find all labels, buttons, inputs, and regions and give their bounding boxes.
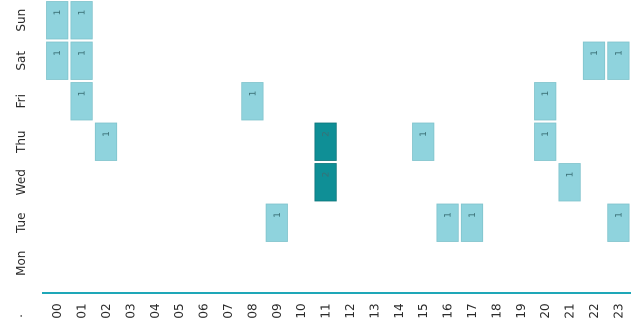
- x-tick-label: 02: [99, 303, 113, 318]
- x-tick-label: 03: [123, 303, 137, 318]
- cell-value-label: 1: [102, 131, 112, 137]
- x-tick-label: 07: [221, 303, 235, 318]
- y-tick-label: Fri: [14, 94, 28, 108]
- heatmap-cell: [314, 122, 337, 161]
- heatmap-cell: [94, 122, 118, 161]
- y-tick-label: Thu: [14, 130, 28, 154]
- x-tick-label: 22: [587, 303, 601, 318]
- cell-value-label: 1: [468, 212, 478, 218]
- heatmap-cell: [70, 41, 93, 80]
- heatmap-cell: [70, 1, 93, 40]
- x-tick-label: 21: [563, 303, 577, 318]
- x-tick-label: 09: [270, 303, 284, 318]
- cell-value-label: 1: [444, 212, 454, 218]
- heatmap-cell: [70, 82, 93, 121]
- x-tick-label: 01: [75, 303, 89, 318]
- cell-value-label: 1: [614, 50, 624, 56]
- y-tick-label: Sat: [14, 51, 28, 71]
- y-tick-label: Wed: [14, 169, 28, 195]
- y-axis-labels: Sun Sat Fri Thu Wed Tue Mon: [14, 9, 28, 276]
- cell-value-label: 1: [78, 10, 88, 16]
- x-tick-label: 18: [489, 303, 503, 318]
- y-tick-label: Tue: [14, 213, 28, 235]
- cell-value-label: 1: [590, 50, 600, 56]
- x-tick-label: 16: [441, 303, 455, 318]
- cell-value-label: 1: [53, 10, 63, 16]
- x-tick-label: 08: [245, 303, 259, 318]
- cell-value-label: 1: [419, 131, 429, 137]
- x-tick-label: 14: [392, 303, 406, 318]
- x-tick-label: 20: [538, 303, 552, 318]
- x-tick-label: 04: [148, 303, 162, 318]
- x-tick-label: 00: [50, 303, 64, 318]
- x-tick-label: 19: [514, 303, 528, 318]
- x-tick-label: 12: [343, 303, 357, 318]
- heatmap-cell: [314, 163, 337, 202]
- heatmap-cell: [265, 203, 288, 242]
- heatmap-cell: [534, 122, 557, 161]
- heatmap-cell: [534, 82, 557, 121]
- cell-value-label: 1: [614, 212, 624, 218]
- heatmap-cell: [558, 163, 581, 202]
- x-tick-label: 06: [197, 303, 211, 318]
- corner-label: .: [11, 314, 25, 318]
- heatmap-cells: 1 1 1 1 1 1 1 1 1 1 2 1 1 2 1 1 1 1 1: [46, 1, 630, 242]
- cell-value-label: 1: [566, 172, 576, 178]
- y-tick-label: Sun: [14, 9, 28, 32]
- cell-value-label: 2: [322, 172, 332, 178]
- cell-value-label: 1: [248, 91, 258, 97]
- heatmap-cell: [412, 122, 435, 161]
- cell-value-label: 1: [78, 50, 88, 56]
- x-tick-label: 17: [465, 303, 479, 318]
- heatmap-cell: [241, 82, 264, 121]
- cell-value-label: 1: [53, 50, 63, 56]
- x-axis-labels: 00 01 02 03 04 05 06 07 08 09 10 11 12 13 14 15 16 17 18 19…: [50, 303, 625, 318]
- heatmap-cell: [460, 203, 484, 242]
- heatmap-cell: [607, 203, 630, 242]
- y-tick-label: Mon: [14, 251, 28, 276]
- x-tick-label: 10: [294, 303, 308, 318]
- cell-value-label: 1: [541, 131, 551, 137]
- x-tick-label: 13: [367, 303, 381, 318]
- cell-value-label: 2: [322, 131, 332, 137]
- heatmap-cell: [582, 41, 606, 80]
- heatmap-cell: [46, 1, 69, 40]
- x-tick-label: 11: [319, 303, 333, 318]
- x-tick-label: 05: [172, 303, 186, 318]
- x-tick-label: 23: [611, 303, 625, 318]
- x-tick-label: 15: [416, 303, 430, 318]
- heatmap-cell: [46, 41, 69, 80]
- heatmap-cell: [436, 203, 459, 242]
- heatmap-cell: [607, 41, 630, 80]
- cell-value-label: 1: [273, 212, 283, 218]
- cell-value-label: 1: [78, 91, 88, 97]
- cell-value-label: 1: [541, 91, 551, 97]
